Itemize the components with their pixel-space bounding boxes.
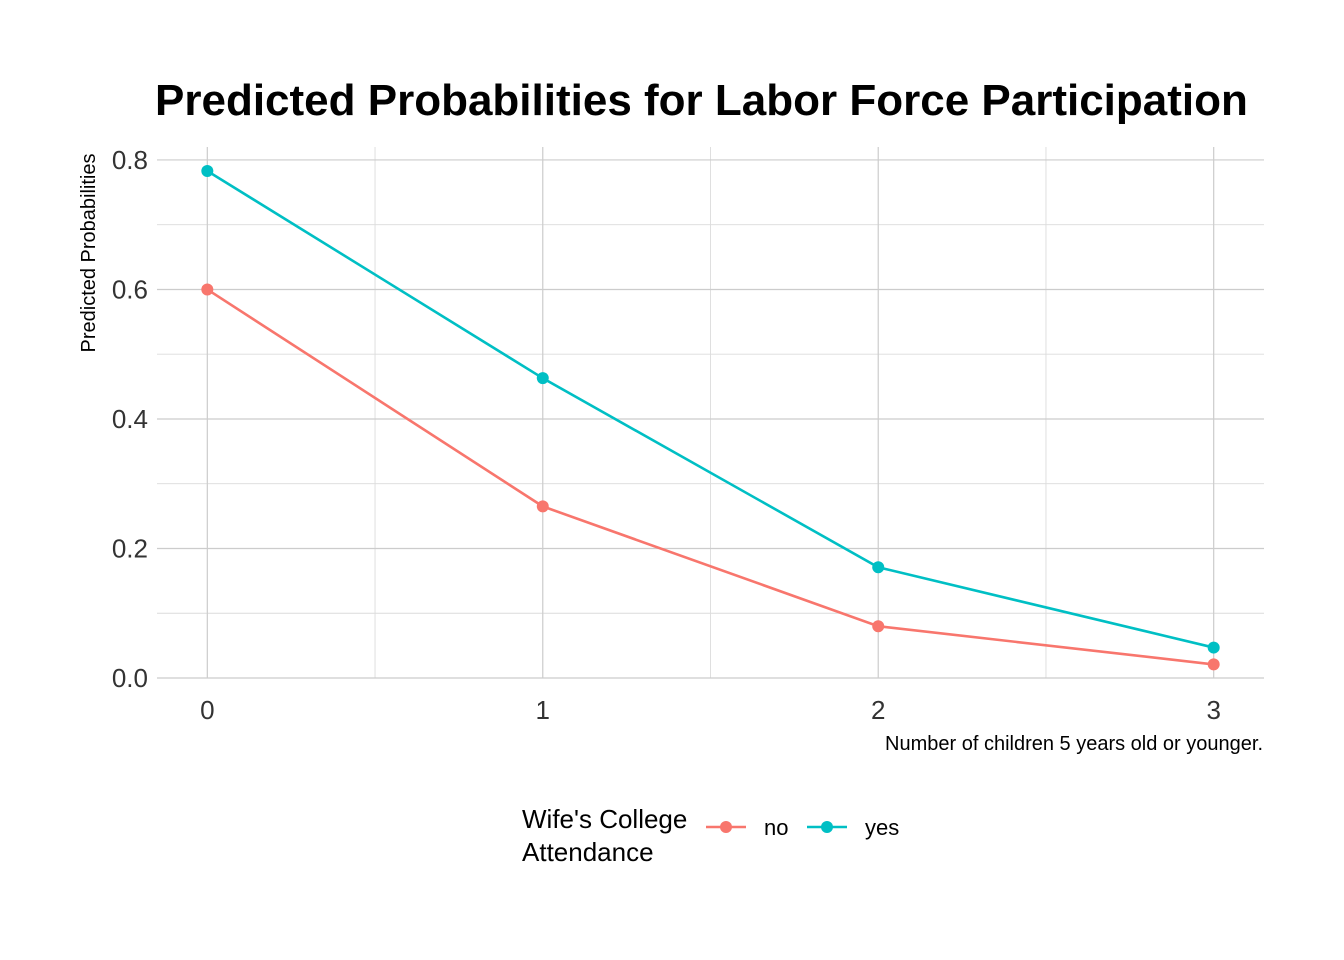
x-axis-ticks: 0 1 2 3 bbox=[200, 695, 1221, 725]
series-no bbox=[201, 283, 1220, 671]
legend-item-no: no bbox=[706, 815, 788, 840]
data-point-yes bbox=[536, 372, 549, 385]
legend-item-yes: yes bbox=[807, 815, 899, 840]
legend-label: yes bbox=[865, 815, 899, 840]
legend-key-point bbox=[720, 821, 732, 833]
y-tick-label: 0.2 bbox=[112, 533, 148, 563]
legend-label: no bbox=[764, 815, 788, 840]
series-yes bbox=[201, 164, 1220, 654]
series-line-no bbox=[206, 288, 1214, 666]
y-tick-label: 0.0 bbox=[112, 663, 148, 693]
legend: Wife's College Attendance no yes bbox=[522, 804, 899, 867]
x-tick-label: 0 bbox=[200, 695, 214, 725]
data-point-yes bbox=[201, 164, 214, 177]
x-axis-label: Number of children 5 years old or younge… bbox=[885, 733, 1263, 755]
series-line-yes bbox=[206, 169, 1214, 649]
legend-key-point bbox=[821, 821, 833, 833]
data-point-no bbox=[872, 620, 885, 633]
data-point-yes bbox=[1207, 641, 1220, 654]
x-tick-label: 3 bbox=[1206, 695, 1220, 725]
legend-title-line-2: Attendance bbox=[522, 837, 654, 867]
x-tick-label: 2 bbox=[871, 695, 885, 725]
y-axis-ticks: 0.0 0.2 0.4 0.6 0.8 bbox=[112, 145, 148, 693]
data-point-no bbox=[201, 283, 214, 296]
legend-title-line-1: Wife's College bbox=[522, 804, 687, 834]
data-point-no bbox=[1207, 658, 1220, 671]
x-tick-label: 1 bbox=[536, 695, 550, 725]
series-layer bbox=[201, 164, 1220, 671]
chart-title: Predicted Probabilities for Labor Force … bbox=[155, 76, 1248, 125]
y-axis-label: Predicted Probabilities bbox=[78, 154, 100, 353]
data-point-no bbox=[536, 500, 549, 513]
grid bbox=[157, 147, 1264, 679]
legend-items: no yes bbox=[706, 815, 899, 840]
data-point-yes bbox=[872, 561, 885, 574]
y-tick-label: 0.4 bbox=[112, 404, 148, 434]
y-tick-label: 0.6 bbox=[112, 274, 148, 304]
y-tick-label: 0.8 bbox=[112, 145, 148, 175]
